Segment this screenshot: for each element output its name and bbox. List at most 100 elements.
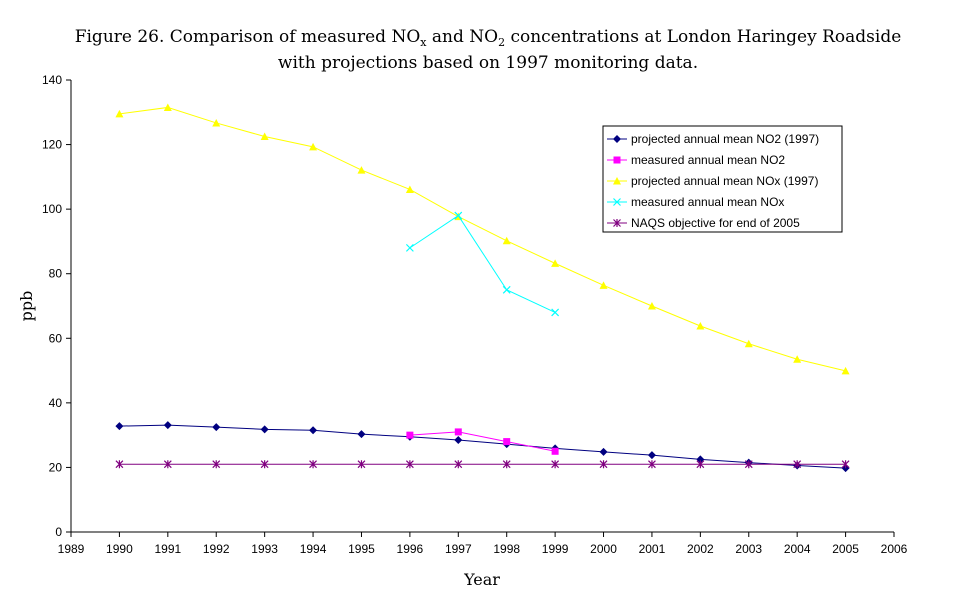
data-point [647, 302, 656, 310]
data-point [163, 460, 172, 469]
data-point [551, 308, 560, 317]
x-tick-label: 2003 [735, 542, 762, 556]
y-tick-label: 40 [49, 396, 63, 410]
legend-item: measured annual mean NOx [607, 195, 784, 209]
series-4 [405, 211, 560, 317]
data-point [793, 460, 802, 469]
data-point [647, 451, 656, 460]
data-point [406, 431, 414, 439]
y-tick-label: 120 [42, 138, 62, 152]
series-line [409, 214, 556, 313]
chart-title-line-1: Figure 26. Comparison of measured NOx an… [75, 27, 902, 49]
data-point [502, 236, 511, 245]
data-point [841, 460, 850, 469]
data-point [357, 166, 366, 174]
data-point [405, 460, 414, 469]
data-point [309, 426, 318, 435]
x-tick-label: 2001 [639, 542, 666, 556]
x-tick-label: 2006 [881, 542, 908, 556]
x-tick-label: 1995 [348, 542, 375, 556]
title-part-main: Figure 26. Comparison of measured NO [75, 27, 421, 47]
data-point [599, 447, 608, 456]
legend-item: projected annual mean NOx (1997) [607, 174, 818, 188]
legend-marker [613, 219, 621, 227]
x-axis-label: Year [463, 570, 500, 589]
x-tick-label: 2002 [687, 542, 714, 556]
x-tick-label: 1992 [203, 542, 230, 556]
legend-label: measured annual mean NOx [631, 195, 784, 209]
x-tick-label: 1991 [154, 542, 181, 556]
legend-item: measured annual mean NO2 [607, 153, 785, 167]
y-tick-label: 60 [49, 331, 63, 345]
title-part-mid: and NO [426, 27, 498, 47]
data-point [115, 109, 124, 118]
title-sub-x: x [420, 36, 427, 49]
x-tick-label: 1999 [542, 542, 569, 556]
title-part-end: concentrations at London Haringey Roadsi… [505, 27, 901, 47]
data-point [551, 460, 560, 469]
data-point [599, 460, 608, 469]
data-point [115, 460, 124, 469]
series-5 [115, 460, 850, 469]
data-point [405, 185, 414, 193]
data-point [357, 460, 366, 469]
legend-marker [613, 135, 621, 143]
series-3 [115, 103, 850, 375]
legend-marker [613, 177, 621, 185]
x-tick-label: 1994 [300, 542, 327, 556]
data-point [551, 447, 559, 455]
legend-label: projected annual mean NOx (1997) [631, 174, 818, 188]
legend-label: NAQS objective for end of 2005 [631, 216, 800, 230]
data-point [454, 428, 462, 436]
legend-label: projected annual mean NO2 (1997) [631, 132, 819, 146]
data-point [502, 460, 511, 469]
x-tick-label: 2005 [832, 542, 859, 556]
legend-label: measured annual mean NO2 [631, 153, 785, 167]
axes [70, 80, 894, 533]
data-point [696, 460, 705, 469]
x-tick-label: 1997 [445, 542, 472, 556]
data-point [454, 211, 463, 220]
y-tick-label: 20 [49, 460, 63, 474]
legend-item: NAQS objective for end of 2005 [607, 216, 800, 230]
legend-marker [613, 198, 621, 206]
data-point [163, 421, 172, 430]
data-point [163, 103, 172, 111]
data-point [309, 142, 318, 151]
data-point [212, 118, 221, 127]
x-tick-label: 1998 [493, 542, 520, 556]
series-line [119, 424, 846, 469]
data-point [648, 460, 656, 469]
data-point [115, 422, 124, 431]
y-tick-label: 140 [42, 73, 62, 87]
series-2 [406, 428, 559, 455]
data-point [502, 285, 511, 294]
data-point [454, 460, 463, 469]
data-point [260, 425, 269, 434]
data-point [793, 355, 802, 363]
y-tick-label: 0 [55, 525, 62, 539]
x-tick-label: 1989 [58, 542, 85, 556]
title-sub-2: 2 [498, 36, 505, 49]
x-ticks: 1989 1990 1991 1992 1993 1994 1995 1996 1997 1998… [58, 532, 908, 556]
legend-box [602, 125, 843, 233]
series-line [409, 431, 556, 452]
data-point [503, 438, 511, 446]
legend-item: projected annual mean NO2 (1997) [607, 132, 819, 146]
data-point [260, 460, 269, 469]
y-ticks: 0 20 40 60 80 100 120 140 [42, 73, 71, 539]
data-point [551, 259, 560, 267]
series-line [119, 106, 846, 372]
data-point [696, 322, 705, 330]
y-axis-label: ppb [17, 291, 36, 322]
data-point [309, 460, 317, 469]
chart-title-line-2: with projections based on 1997 monitorin… [278, 53, 698, 73]
y-tick-label: 100 [42, 202, 62, 216]
data-point [454, 435, 463, 444]
x-tick-label: 1993 [251, 542, 278, 556]
legend: projected annual mean NO2 (1997) measured… [602, 125, 843, 233]
series-layer [115, 103, 850, 473]
data-point [212, 423, 221, 432]
x-tick-label: 1996 [397, 542, 424, 556]
